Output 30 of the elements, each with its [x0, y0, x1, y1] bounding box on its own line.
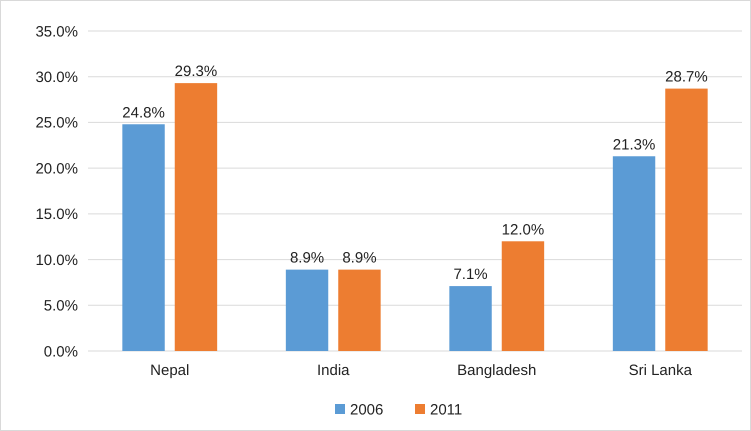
y-tick-label: 5.0%: [44, 298, 78, 315]
y-tick-label: 30.0%: [35, 68, 78, 86]
data-label: 8.9%: [290, 250, 324, 267]
bar: [449, 286, 492, 351]
x-tick-label: India: [316, 362, 350, 379]
bar: [612, 156, 656, 351]
y-tick-label: 10.0%: [35, 252, 78, 269]
bar: [502, 241, 544, 351]
x-tick-label: Sri Lanka: [628, 362, 693, 379]
data-label: 24.8%: [122, 104, 165, 122]
y-tick-label: 25.0%: [35, 114, 78, 132]
y-tick-label: 35.0%: [35, 23, 78, 40]
data-label: 28.7%: [665, 68, 708, 86]
data-label: 21.3%: [612, 136, 656, 154]
x-tick-label: Nepal: [150, 362, 190, 379]
legend-label: 2011: [430, 401, 462, 418]
legend-label: 2006: [350, 401, 384, 418]
y-tick-label: 20.0%: [35, 160, 78, 178]
data-label: 12.0%: [502, 221, 544, 238]
bar: [665, 88, 708, 351]
y-tick-label: 0.0%: [44, 343, 78, 360]
x-tick-label: Bangladesh: [457, 362, 536, 379]
data-label: 29.3%: [174, 63, 218, 80]
data-label: 7.1%: [453, 266, 488, 284]
bar: [286, 270, 328, 351]
bar: [338, 270, 381, 351]
bar: [122, 124, 165, 351]
y-tick-label: 15.0%: [35, 206, 78, 224]
bar: [174, 83, 218, 351]
data-label: 8.9%: [342, 250, 377, 267]
